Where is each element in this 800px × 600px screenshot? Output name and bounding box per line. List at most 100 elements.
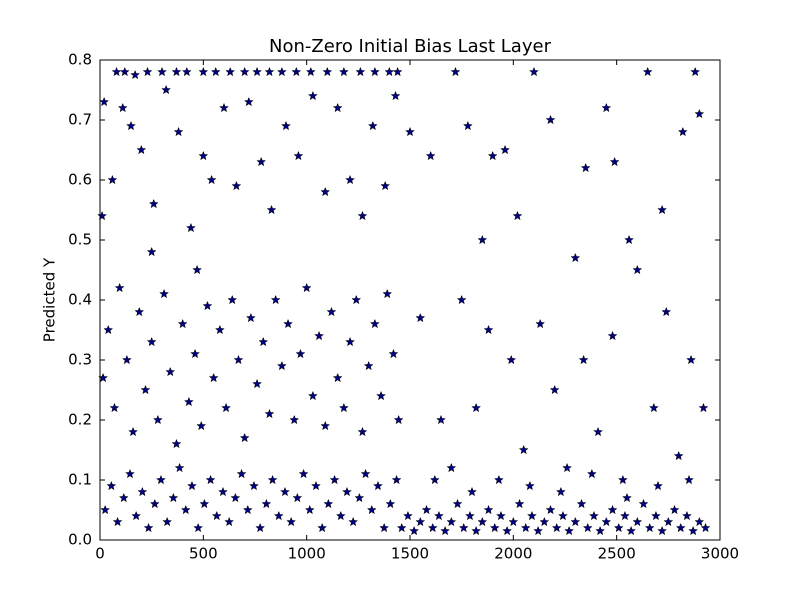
y-tick-label: 0.6 (68, 171, 92, 189)
x-tick-label: 1000 (288, 545, 326, 563)
point (392, 66, 403, 77)
point (657, 525, 668, 536)
point (304, 504, 315, 515)
point (292, 492, 303, 503)
point (351, 294, 362, 305)
point (601, 102, 612, 113)
y-tick-label: 0.4 (68, 291, 92, 309)
point (500, 144, 511, 155)
point (427, 522, 438, 533)
point (245, 312, 256, 323)
point (545, 114, 556, 125)
point (663, 516, 674, 527)
point (495, 510, 506, 521)
point (601, 516, 612, 527)
point (198, 150, 209, 161)
point (111, 66, 122, 77)
point (644, 522, 655, 533)
point (148, 198, 159, 209)
point (357, 210, 368, 221)
point (402, 510, 413, 521)
point (661, 306, 672, 317)
point (390, 90, 401, 101)
point (332, 102, 343, 113)
point (360, 468, 371, 479)
point (149, 498, 160, 509)
point (281, 120, 291, 131)
x-tick-label: 1500 (391, 545, 429, 563)
point (323, 498, 334, 509)
point (230, 492, 241, 503)
point (578, 354, 589, 365)
point (690, 66, 701, 77)
point (638, 498, 649, 509)
point (342, 486, 352, 497)
point (307, 390, 318, 401)
point (283, 318, 294, 329)
point (332, 372, 343, 383)
point (622, 492, 632, 503)
point (266, 204, 277, 215)
point (280, 486, 290, 497)
point (99, 96, 110, 107)
point (136, 144, 147, 155)
x-tick-label: 3000 (701, 545, 739, 563)
point (698, 402, 709, 413)
point (206, 174, 217, 185)
point (557, 510, 568, 521)
point (576, 498, 587, 509)
plot-area (97, 66, 711, 536)
point (140, 384, 151, 395)
point (564, 525, 575, 536)
point (506, 354, 517, 365)
y-tick-label: 0.7 (68, 111, 92, 129)
point (152, 414, 163, 425)
point (273, 510, 284, 521)
point (146, 336, 157, 347)
point (171, 438, 182, 449)
point (626, 525, 637, 536)
point (471, 402, 482, 413)
point (545, 504, 556, 515)
point (317, 522, 328, 533)
point (354, 492, 365, 503)
point (609, 156, 620, 167)
point (289, 414, 300, 425)
point (126, 120, 136, 131)
point (264, 66, 275, 77)
point (588, 510, 599, 521)
point (526, 510, 537, 521)
point (446, 516, 457, 527)
x-tick-label: 500 (189, 545, 218, 563)
point (159, 288, 170, 299)
y-tick-label: 0.5 (68, 231, 92, 249)
point (291, 66, 302, 77)
point (183, 396, 194, 407)
point (483, 504, 494, 515)
point (255, 522, 266, 533)
point (131, 510, 142, 521)
point (551, 522, 562, 533)
point (458, 522, 469, 533)
y-tick-label: 0.1 (68, 471, 92, 489)
point (210, 66, 221, 77)
point (146, 246, 157, 257)
point (264, 408, 275, 419)
point (642, 66, 653, 77)
point (100, 504, 111, 515)
point (214, 324, 225, 335)
point (694, 108, 705, 119)
point (119, 66, 130, 77)
point (650, 510, 661, 521)
point (396, 522, 407, 533)
point (338, 402, 349, 413)
point (429, 474, 440, 485)
point (205, 474, 216, 485)
point (267, 474, 278, 485)
point (335, 510, 346, 521)
point (117, 102, 128, 113)
point (314, 330, 325, 341)
point (243, 96, 254, 107)
point (219, 102, 229, 113)
point (322, 66, 333, 77)
